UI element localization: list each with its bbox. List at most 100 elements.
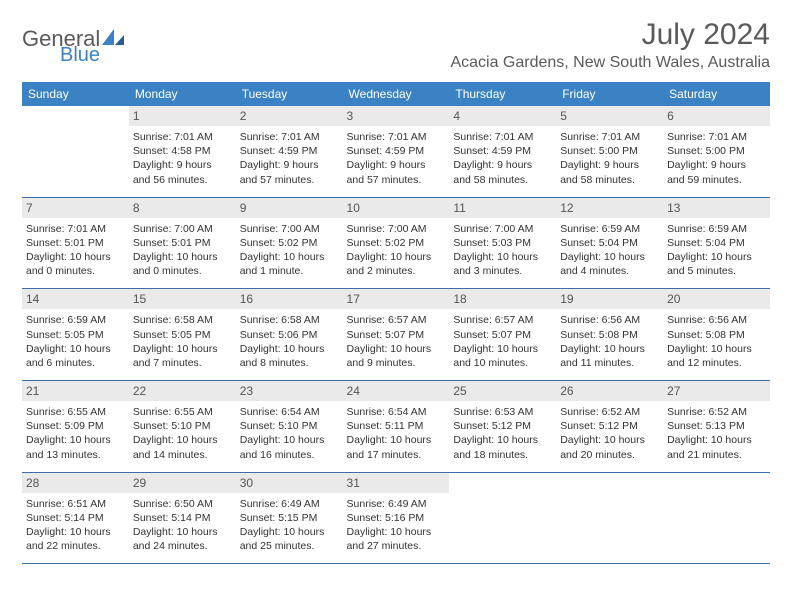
day-number: 4 bbox=[449, 106, 556, 126]
day-info: Sunrise: 7:00 AMSunset: 5:02 PMDaylight:… bbox=[347, 222, 446, 279]
sunset-text: Sunset: 4:58 PM bbox=[133, 144, 232, 158]
day-cell bbox=[22, 106, 129, 197]
day-cell: 28 Sunrise: 6:51 AMSunset: 5:14 PMDayligh… bbox=[22, 472, 129, 564]
day-cell: 11Sunrise: 7:00 AMSunset: 5:03 PMDayligh… bbox=[449, 197, 556, 289]
day-number: 20 bbox=[663, 289, 770, 309]
sunset-text: Sunset: 5:03 PM bbox=[453, 236, 552, 250]
day-info: Sunrise: 7:01 AMSunset: 4:58 PMDaylight:… bbox=[133, 130, 232, 187]
day-cell: 27Sunrise: 6:52 AMSunset: 5:13 PMDayligh… bbox=[663, 381, 770, 473]
daylight-text: Daylight: 10 hours and 16 minutes. bbox=[240, 433, 339, 461]
sunrise-text: Sunrise: 6:57 AM bbox=[453, 313, 552, 327]
day-info: Sunrise: 7:01 AMSunset: 5:00 PMDaylight:… bbox=[560, 130, 659, 187]
day-cell: 26Sunrise: 6:52 AMSunset: 5:12 PMDayligh… bbox=[556, 381, 663, 473]
daylight-text: Daylight: 10 hours and 0 minutes. bbox=[133, 250, 232, 278]
sunset-text: Sunset: 5:05 PM bbox=[26, 328, 125, 342]
day-cell: 25Sunrise: 6:53 AMSunset: 5:12 PMDayligh… bbox=[449, 381, 556, 473]
day-number: 17 bbox=[343, 289, 450, 309]
sunset-text: Sunset: 5:10 PM bbox=[240, 419, 339, 433]
daylight-text: Daylight: 10 hours and 21 minutes. bbox=[667, 433, 766, 461]
daylight-text: Daylight: 10 hours and 13 minutes. bbox=[26, 433, 125, 461]
day-cell: 5 Sunrise: 7:01 AMSunset: 5:00 PMDaylight… bbox=[556, 106, 663, 197]
day-info: Sunrise: 6:59 AMSunset: 5:05 PMDaylight:… bbox=[26, 313, 125, 370]
day-number: 23 bbox=[236, 381, 343, 401]
daylight-text: Daylight: 9 hours and 59 minutes. bbox=[667, 158, 766, 186]
day-number: 14 bbox=[22, 289, 129, 309]
sunrise-text: Sunrise: 6:52 AM bbox=[560, 405, 659, 419]
sunrise-text: Sunrise: 6:49 AM bbox=[347, 497, 446, 511]
day-number: 1 bbox=[129, 106, 236, 126]
day-cell bbox=[556, 472, 663, 564]
sunset-text: Sunset: 5:05 PM bbox=[133, 328, 232, 342]
daylight-text: Daylight: 10 hours and 8 minutes. bbox=[240, 342, 339, 370]
sunset-text: Sunset: 5:10 PM bbox=[133, 419, 232, 433]
day-cell: 10Sunrise: 7:00 AMSunset: 5:02 PMDayligh… bbox=[343, 197, 450, 289]
day-info: Sunrise: 7:01 AMSunset: 4:59 PMDaylight:… bbox=[453, 130, 552, 187]
sunset-text: Sunset: 5:16 PM bbox=[347, 511, 446, 525]
day-number: 28 bbox=[22, 473, 129, 493]
day-cell: 1 Sunrise: 7:01 AMSunset: 4:58 PMDaylight… bbox=[129, 106, 236, 197]
day-number: 5 bbox=[556, 106, 663, 126]
day-info: Sunrise: 6:54 AMSunset: 5:11 PMDaylight:… bbox=[347, 405, 446, 462]
day-info: Sunrise: 7:01 AMSunset: 5:01 PMDaylight:… bbox=[26, 222, 125, 279]
day-info: Sunrise: 6:55 AMSunset: 5:10 PMDaylight:… bbox=[133, 405, 232, 462]
sunset-text: Sunset: 5:08 PM bbox=[667, 328, 766, 342]
daylight-text: Daylight: 10 hours and 25 minutes. bbox=[240, 525, 339, 553]
sunset-text: Sunset: 4:59 PM bbox=[347, 144, 446, 158]
logo-text-2: Blue bbox=[60, 44, 100, 67]
day-info: Sunrise: 6:52 AMSunset: 5:13 PMDaylight:… bbox=[667, 405, 766, 462]
sunrise-text: Sunrise: 6:51 AM bbox=[26, 497, 125, 511]
sunset-text: Sunset: 4:59 PM bbox=[240, 144, 339, 158]
sunset-text: Sunset: 5:15 PM bbox=[240, 511, 339, 525]
sunrise-text: Sunrise: 6:52 AM bbox=[667, 405, 766, 419]
sunset-text: Sunset: 5:09 PM bbox=[26, 419, 125, 433]
day-info: Sunrise: 7:01 AMSunset: 4:59 PMDaylight:… bbox=[347, 130, 446, 187]
dayhead-wed: Wednesday bbox=[343, 82, 450, 106]
dayhead-tue: Tuesday bbox=[236, 82, 343, 106]
daylight-text: Daylight: 10 hours and 5 minutes. bbox=[667, 250, 766, 278]
sunset-text: Sunset: 5:02 PM bbox=[240, 236, 339, 250]
week-row: 1Sunrise: 7:01 AMSunset: 4:58 PMDaylight… bbox=[22, 106, 770, 197]
day-number: 8 bbox=[129, 198, 236, 218]
dayhead-fri: Friday bbox=[556, 82, 663, 106]
sunset-text: Sunset: 5:13 PM bbox=[667, 419, 766, 433]
sunrise-text: Sunrise: 7:00 AM bbox=[240, 222, 339, 236]
sunset-text: Sunset: 5:12 PM bbox=[560, 419, 659, 433]
daylight-text: Daylight: 9 hours and 58 minutes. bbox=[453, 158, 552, 186]
sunrise-text: Sunrise: 6:57 AM bbox=[347, 313, 446, 327]
daylight-text: Daylight: 10 hours and 2 minutes. bbox=[347, 250, 446, 278]
sunset-text: Sunset: 5:01 PM bbox=[26, 236, 125, 250]
day-number: 15 bbox=[129, 289, 236, 309]
daylight-text: Daylight: 10 hours and 27 minutes. bbox=[347, 525, 446, 553]
sunrise-text: Sunrise: 7:01 AM bbox=[453, 130, 552, 144]
day-info: Sunrise: 6:53 AMSunset: 5:12 PMDaylight:… bbox=[453, 405, 552, 462]
sunrise-text: Sunrise: 7:01 AM bbox=[347, 130, 446, 144]
sunset-text: Sunset: 5:14 PM bbox=[133, 511, 232, 525]
week-row: 14 Sunrise: 6:59 AMSunset: 5:05 PMDayligh… bbox=[22, 289, 770, 381]
sunset-text: Sunset: 5:12 PM bbox=[453, 419, 552, 433]
day-cell bbox=[663, 472, 770, 564]
sunset-text: Sunset: 5:07 PM bbox=[453, 328, 552, 342]
sunrise-text: Sunrise: 6:59 AM bbox=[667, 222, 766, 236]
day-cell: 23 Sunrise: 6:54 AMSunset: 5:10 PMDayligh… bbox=[236, 381, 343, 473]
day-number: 18 bbox=[449, 289, 556, 309]
day-cell: 24Sunrise: 6:54 AMSunset: 5:11 PMDayligh… bbox=[343, 381, 450, 473]
day-cell: 29Sunrise: 6:50 AMSunset: 5:14 PMDayligh… bbox=[129, 472, 236, 564]
day-info: Sunrise: 6:59 AMSunset: 5:04 PMDaylight:… bbox=[560, 222, 659, 279]
header: General Blue July 2024 Acacia Gardens, N… bbox=[22, 18, 770, 72]
dayhead-sat: Saturday bbox=[663, 82, 770, 106]
day-number: 3 bbox=[343, 106, 450, 126]
sunrise-text: Sunrise: 6:54 AM bbox=[240, 405, 339, 419]
daylight-text: Daylight: 9 hours and 57 minutes. bbox=[347, 158, 446, 186]
day-info: Sunrise: 6:57 AMSunset: 5:07 PMDaylight:… bbox=[453, 313, 552, 370]
day-number: 30 bbox=[236, 473, 343, 493]
week-row: 7Sunrise: 7:01 AMSunset: 5:01 PMDaylight… bbox=[22, 197, 770, 289]
daylight-text: Daylight: 10 hours and 20 minutes. bbox=[560, 433, 659, 461]
location-subtitle: Acacia Gardens, New South Wales, Austral… bbox=[450, 54, 770, 72]
sunrise-text: Sunrise: 6:50 AM bbox=[133, 497, 232, 511]
day-cell: 16Sunrise: 6:58 AMSunset: 5:06 PMDayligh… bbox=[236, 289, 343, 381]
day-cell: 3 Sunrise: 7:01 AMSunset: 4:59 PMDaylight… bbox=[343, 106, 450, 197]
day-info: Sunrise: 6:51 AMSunset: 5:14 PMDaylight:… bbox=[26, 497, 125, 554]
day-cell: 15Sunrise: 6:58 AMSunset: 5:05 PMDayligh… bbox=[129, 289, 236, 381]
day-info: Sunrise: 7:00 AMSunset: 5:01 PMDaylight:… bbox=[133, 222, 232, 279]
day-cell: 14 Sunrise: 6:59 AMSunset: 5:05 PMDayligh… bbox=[22, 289, 129, 381]
